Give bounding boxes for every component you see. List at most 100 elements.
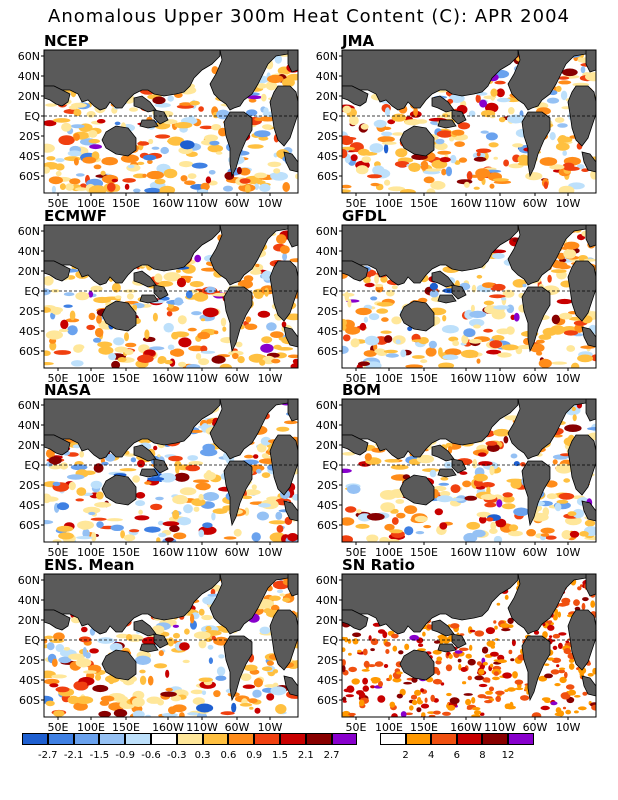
lat-tick-label: 40N [18,594,40,607]
lat-tick-label: 60N [316,50,338,63]
colorbar-swatch [125,733,151,745]
lon-tick-label: 150E [112,546,140,559]
map-plot: 60N 40N 20N EQ 20S 40S 60S 50E 100E 150E 160W 110W 6… [18,224,299,385]
lon-tick-label: 50E [48,721,69,734]
colorbar-label: 2 [402,750,409,761]
lon-tick-label: 150E [112,372,140,385]
lat-tick-label: 40N [316,594,338,607]
lon-tick-label: 110W [484,721,516,734]
map-plot: 60N 40N 20N EQ 20S 40S 60S 50E 100E 150E 160W 110W 6… [18,49,299,210]
lon-tick-label: 10W [556,546,581,559]
lon-tick-label: 10W [258,372,283,385]
panel-ncep: 60N 40N 20N EQ 20S 40S 60S 50E 100E 150E 160W 110W 6… [0,32,300,212]
lon-tick-label: 10W [258,721,283,734]
lon-tick-label: 160W [152,197,184,210]
panel-title: SN Ratio [342,556,415,574]
lon-tick-label: 160W [152,721,184,734]
colorbar-label: -0.3 [167,750,187,761]
lat-tick-label: 20S [19,654,40,667]
lon-tick-label: 160W [450,546,482,559]
lon-tick-label: 150E [112,197,140,210]
colorbar-swatch [456,733,483,745]
lon-tick-label: 60W [225,546,250,559]
lon-tick-label: 160W [450,372,482,385]
lon-tick-label: 110W [484,372,516,385]
lat-tick-label: 20S [19,479,40,492]
lat-tick-label: 20N [18,265,40,278]
lat-tick-label: EQ [322,634,338,647]
colorbar-label: 0.3 [194,750,211,761]
colorbar-label: 0.6 [220,750,237,761]
panel-title: GFDL [342,207,387,225]
lat-tick-label: EQ [24,285,40,298]
lat-tick-label: 40N [316,70,338,83]
lon-tick-label: 100E [77,197,105,210]
lon-tick-label: 110W [186,721,218,734]
lon-tick-label: 150E [112,721,140,734]
lon-tick-label: 60W [225,197,250,210]
lat-tick-label: 20S [317,479,338,492]
colorbar-label: 0.9 [246,750,263,761]
lon-tick-label: 110W [186,197,218,210]
lon-tick-label: 160W [152,546,184,559]
colorbar-swatch [99,733,126,745]
lon-tick-label: 100E [375,721,403,734]
lat-tick-label: 60S [19,694,40,707]
panel-title: ECMWF [44,207,107,225]
lon-tick-label: 110W [186,546,218,559]
colorbar-swatch [22,733,48,745]
lat-tick-label: 60N [18,50,40,63]
lat-tick-label: 60N [316,574,338,587]
lon-tick-label: 50E [346,197,367,210]
lat-tick-label: 60S [317,519,338,532]
panel-title: NCEP [44,32,89,50]
lat-tick-label: 20N [316,614,338,627]
lat-tick-label: 60S [19,519,40,532]
map-plot: 60N 40N 20N EQ 20S 40S 60S 50E 100E 150E 160W 110W 6… [316,224,597,385]
panel-title: BOM [342,381,382,399]
lat-tick-label: EQ [24,634,40,647]
panel-gfdl: 60N 40N 20N EQ 20S 40S 60S 50E 100E 150E 160W 110W 6… [298,207,598,387]
map-plot: 60N 40N 20N EQ 20S 40S 60S 50E 100E 150E 160W 110W 6… [18,398,299,559]
lon-tick-label: 160W [450,721,482,734]
lon-tick-label: 50E [48,197,69,210]
lat-tick-label: 40N [316,419,338,432]
lat-tick-label: EQ [322,459,338,472]
lon-tick-label: 60W [523,546,548,559]
lon-tick-label: 10W [556,197,581,210]
lon-tick-label: 150E [410,546,438,559]
lat-tick-label: 40S [19,325,40,338]
lat-tick-label: EQ [322,110,338,123]
colorbar-swatch [508,733,534,745]
panel-nasa: 60N 40N 20N EQ 20S 40S 60S 50E 100E 150E 160W 110W 6… [0,381,300,561]
lon-tick-label: 50E [48,546,69,559]
colorbar-label: -0.6 [141,750,161,761]
lon-tick-label: 10W [258,197,283,210]
colorbar-label: 8 [479,750,486,761]
colorbar-swatch [405,733,432,745]
lat-tick-label: 40N [18,245,40,258]
panel-ecmwf: 60N 40N 20N EQ 20S 40S 60S 50E 100E 150E 160W 110W 6… [0,207,300,387]
map-plot: 60N 40N 20N EQ 20S 40S 60S 50E 100E 150E 160W 110W 6… [316,49,597,210]
lat-tick-label: 20N [316,439,338,452]
lat-tick-label: 40S [19,499,40,512]
colorbar-label: -2.1 [63,750,84,761]
lat-tick-label: EQ [322,285,338,298]
panel-title: ENS. Mean [44,556,135,574]
lat-tick-label: 40S [19,150,40,163]
colorbar-swatch [254,733,280,745]
colorbar-swatch [280,733,306,745]
panel-ens-mean: 60N 40N 20N EQ 20S 40S 60S 50E 100E 150E 160W 110W 6… [0,556,300,736]
lat-tick-label: 40S [317,150,338,163]
colorbar-swatch [482,733,508,745]
colorbar-swatch [47,733,74,745]
lon-tick-label: 160W [152,372,184,385]
colorbar-swatch [305,733,332,745]
lat-tick-label: 40N [316,245,338,258]
lat-tick-label: 20S [19,130,40,143]
lat-tick-label: 60S [19,345,40,358]
lon-tick-label: 10W [556,372,581,385]
panel-sn-ratio: 60N 40N 20N EQ 20S 40S 60S 50E 100E 150E 160W 110W 6… [298,556,598,736]
lat-tick-label: 20S [317,130,338,143]
figure-title: Anomalous Upper 300m Heat Content (C): A… [48,6,570,27]
